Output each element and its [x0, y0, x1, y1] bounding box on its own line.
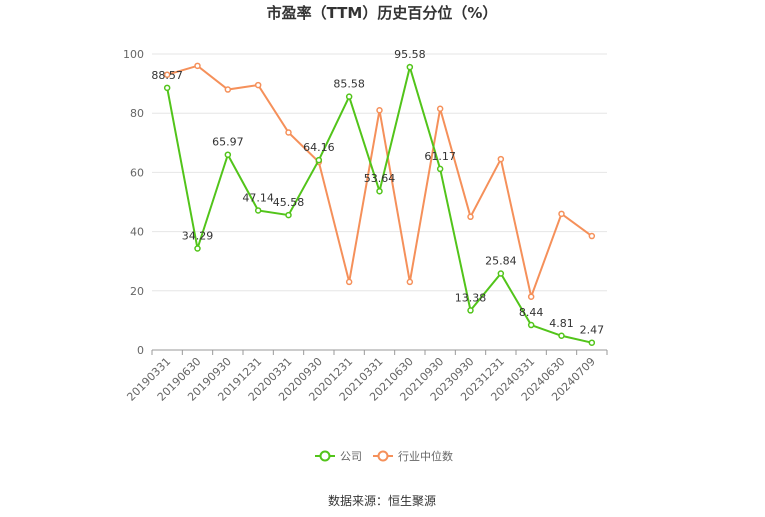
data-label: 64.16 — [303, 141, 335, 154]
y-tick-label: 40 — [130, 226, 144, 239]
data-label: 47.14 — [242, 191, 274, 204]
data-label: 8.44 — [519, 306, 544, 319]
company-point[interactable] — [285, 211, 292, 219]
grid-layer — [152, 53, 607, 292]
company-point[interactable] — [224, 151, 232, 158]
series-layer — [163, 62, 596, 346]
data-label: 34.29 — [182, 230, 214, 243]
industry-median-point[interactable] — [527, 293, 535, 300]
company-point[interactable] — [436, 165, 444, 173]
data-label: 85.58 — [333, 78, 365, 91]
industry-median-point[interactable] — [467, 213, 474, 221]
industry-median-point[interactable] — [497, 155, 505, 163]
industry-median-point[interactable] — [345, 278, 353, 286]
data-label: 2.47 — [580, 324, 605, 337]
company-point[interactable] — [558, 332, 565, 340]
y-tick-label: 100 — [123, 48, 144, 61]
data-label: 45.58 — [273, 196, 305, 209]
legend-marker-icon — [319, 450, 331, 462]
y-tick-label: 80 — [130, 107, 144, 120]
company-point[interactable] — [497, 270, 505, 277]
company-point[interactable] — [406, 63, 414, 71]
data-label: 88.57 — [151, 69, 183, 82]
industry-median-point[interactable] — [194, 62, 201, 70]
industry-median-point[interactable] — [558, 210, 565, 218]
industry-median-point[interactable] — [406, 278, 414, 286]
axis-layer: 0204060801002019033120190630201909302019… — [123, 48, 608, 404]
company-point[interactable] — [194, 245, 201, 252]
data-label: 13.38 — [455, 291, 487, 304]
company-point[interactable] — [315, 156, 323, 164]
data-label: 95.58 — [394, 48, 426, 61]
source-note: 数据来源：恒生聚源 — [328, 493, 436, 508]
chart-title: 市盈率（TTM）历史百分位（%） — [267, 4, 498, 22]
legend-label: 公司 — [340, 450, 362, 463]
company-point[interactable] — [588, 339, 596, 346]
industry-median-point[interactable] — [285, 129, 292, 136]
company-point[interactable] — [467, 307, 474, 314]
y-tick-label: 0 — [137, 344, 144, 357]
data-label: 65.97 — [212, 136, 244, 149]
legend-item-industry-median[interactable]: 行业中位数 — [373, 449, 453, 463]
industry-median-point[interactable] — [254, 81, 262, 89]
y-tick-label: 60 — [130, 166, 144, 179]
company-point[interactable] — [254, 207, 262, 214]
company-point[interactable] — [527, 321, 535, 329]
industry-median-point[interactable] — [588, 232, 596, 240]
data-label: 4.81 — [549, 317, 574, 330]
data-label: 25.84 — [485, 255, 517, 268]
legend-item-company[interactable]: 公司 — [315, 450, 362, 463]
y-tick-label: 20 — [130, 285, 144, 298]
legend-label: 行业中位数 — [398, 449, 453, 463]
industry-median-point[interactable] — [376, 106, 383, 114]
company-point[interactable] — [163, 84, 171, 92]
data-label: 53.64 — [364, 172, 396, 185]
data-label: 61.17 — [424, 150, 456, 163]
industry-median-point[interactable] — [436, 105, 444, 113]
company-point[interactable] — [345, 93, 353, 100]
company-point[interactable] — [376, 187, 383, 195]
legend[interactable]: 公司 行业中位数 — [315, 449, 453, 463]
industry-median-point[interactable] — [163, 71, 171, 78]
industry-median-point[interactable] — [224, 86, 232, 93]
legend-marker-icon — [377, 450, 389, 462]
